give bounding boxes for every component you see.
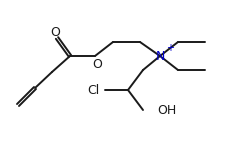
Text: N: N	[155, 50, 165, 63]
Text: O: O	[92, 58, 102, 72]
Text: +: +	[166, 43, 174, 53]
Text: Cl: Cl	[88, 85, 100, 98]
Text: OH: OH	[157, 104, 176, 117]
Text: O: O	[50, 26, 60, 39]
